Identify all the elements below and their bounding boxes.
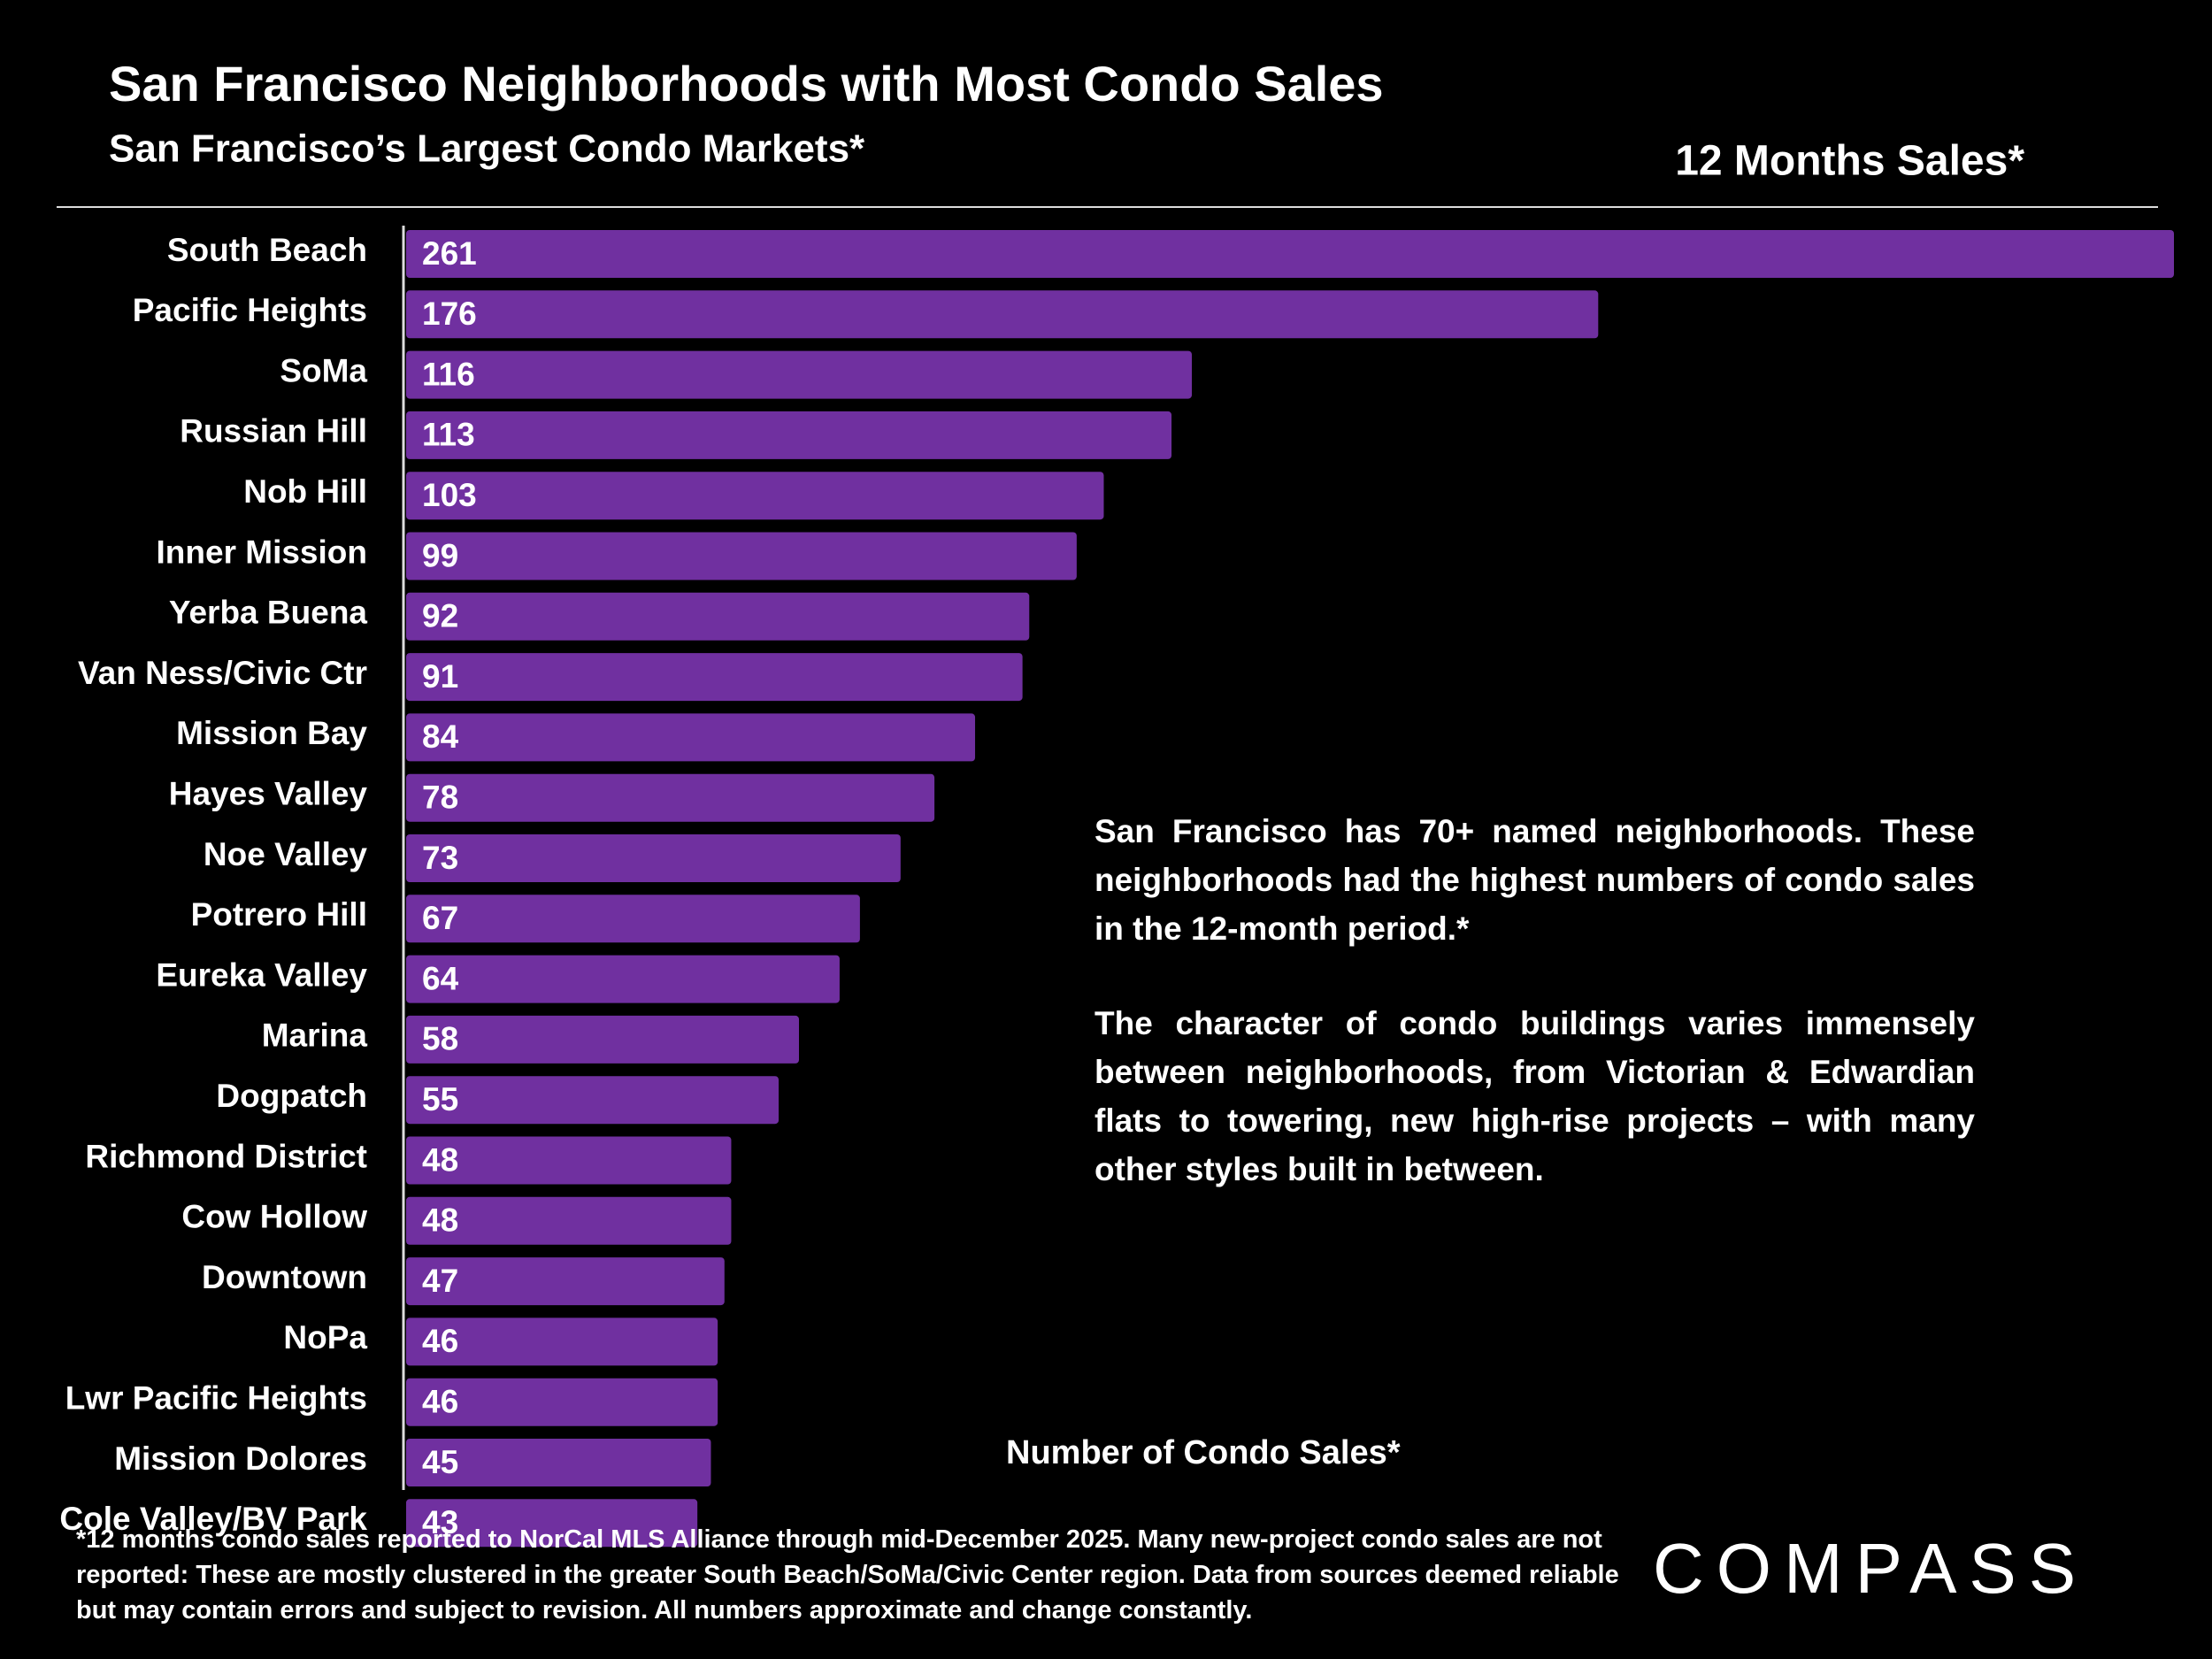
value-label: 99 [422, 537, 458, 573]
bar [406, 472, 1104, 520]
bar [406, 1076, 780, 1125]
value-label: 43 [422, 1504, 458, 1540]
bar [406, 1257, 725, 1306]
bar [406, 955, 840, 1003]
bar [406, 1499, 698, 1548]
value-label: 67 [422, 900, 458, 936]
category-label: Downtown [202, 1259, 367, 1295]
annotation-text: San Francisco has 70+ named neighborhood… [1094, 813, 1975, 947]
value-label: 116 [422, 356, 475, 392]
value-label: 55 [422, 1081, 458, 1118]
bar [406, 895, 860, 943]
brand-logo: COMPASS [1653, 1529, 2089, 1608]
footnote: *12 months condo sales reported to NorCa… [76, 1525, 1619, 1624]
bar [406, 653, 1023, 702]
value-label: 91 [422, 658, 458, 695]
category-label: Marina [262, 1018, 368, 1054]
category-label: Dogpatch [216, 1078, 367, 1114]
bar [406, 834, 901, 882]
value-label: 48 [422, 1141, 458, 1178]
category-label: Russian Hill [180, 413, 367, 449]
annotation-text: The character of condo buildings varies … [1094, 1005, 1975, 1187]
value-label: 261 [422, 235, 477, 272]
category-label: Richmond District [85, 1138, 367, 1174]
value-label: 92 [422, 598, 458, 634]
category-label: Inner Mission [157, 534, 367, 570]
category-label: Eureka Valley [156, 956, 367, 993]
category-label: Lwr Pacific Heights [65, 1379, 367, 1416]
bar [406, 1136, 732, 1185]
category-label: Yerba Buena [169, 595, 368, 631]
value-label: 58 [422, 1021, 458, 1057]
bar [406, 1196, 732, 1245]
value-label: 103 [422, 477, 477, 513]
x-axis-label: Number of Condo Sales* [1006, 1434, 1401, 1471]
category-label: Van Ness/Civic Ctr [78, 655, 367, 691]
category-label: Potrero Hill [191, 896, 367, 933]
value-label: 113 [422, 417, 475, 453]
bar [406, 1378, 718, 1426]
category-label: Cole Valley/BV Park [59, 1501, 367, 1537]
value-label: 46 [422, 1323, 458, 1359]
category-label: Nob Hill [243, 473, 367, 510]
chart-title: San Francisco Neighborhoods with Most Co… [109, 56, 1384, 111]
chart-subtitle: San Francisco’s Largest Condo Markets* [109, 127, 865, 171]
annotation: San Francisco has 70+ named neighborhood… [1094, 807, 1975, 1240]
category-label: Noe Valley [204, 836, 368, 872]
category-label: Mission Bay [176, 715, 367, 751]
category-label: South Beach [167, 232, 367, 268]
value-label: 47 [422, 1263, 458, 1299]
category-label: NoPa [283, 1319, 367, 1356]
bar [406, 532, 1077, 580]
bar [406, 230, 2174, 278]
value-label: 176 [422, 296, 477, 332]
bar [406, 350, 1192, 399]
value-label: 84 [422, 718, 459, 755]
category-label: Pacific Heights [133, 292, 367, 328]
bar [406, 1015, 799, 1064]
value-label: 64 [422, 960, 459, 996]
value-label: 45 [422, 1444, 458, 1480]
value-label: 78 [422, 779, 458, 815]
value-label: 48 [422, 1202, 458, 1239]
bar [406, 713, 976, 762]
bar [406, 290, 1599, 339]
category-label: Cow Hollow [181, 1199, 367, 1235]
bar [406, 411, 1172, 459]
category-label: Mission Dolores [114, 1440, 367, 1477]
series-label: 12 Months Sales* [1675, 138, 2024, 185]
value-label: 73 [422, 840, 458, 876]
bar [406, 773, 935, 822]
bar [406, 1439, 711, 1486]
category-label: SoMa [280, 352, 367, 388]
bar [406, 592, 1030, 641]
bar [406, 1317, 718, 1366]
category-label: Hayes Valley [169, 775, 368, 811]
value-label: 46 [422, 1383, 458, 1419]
